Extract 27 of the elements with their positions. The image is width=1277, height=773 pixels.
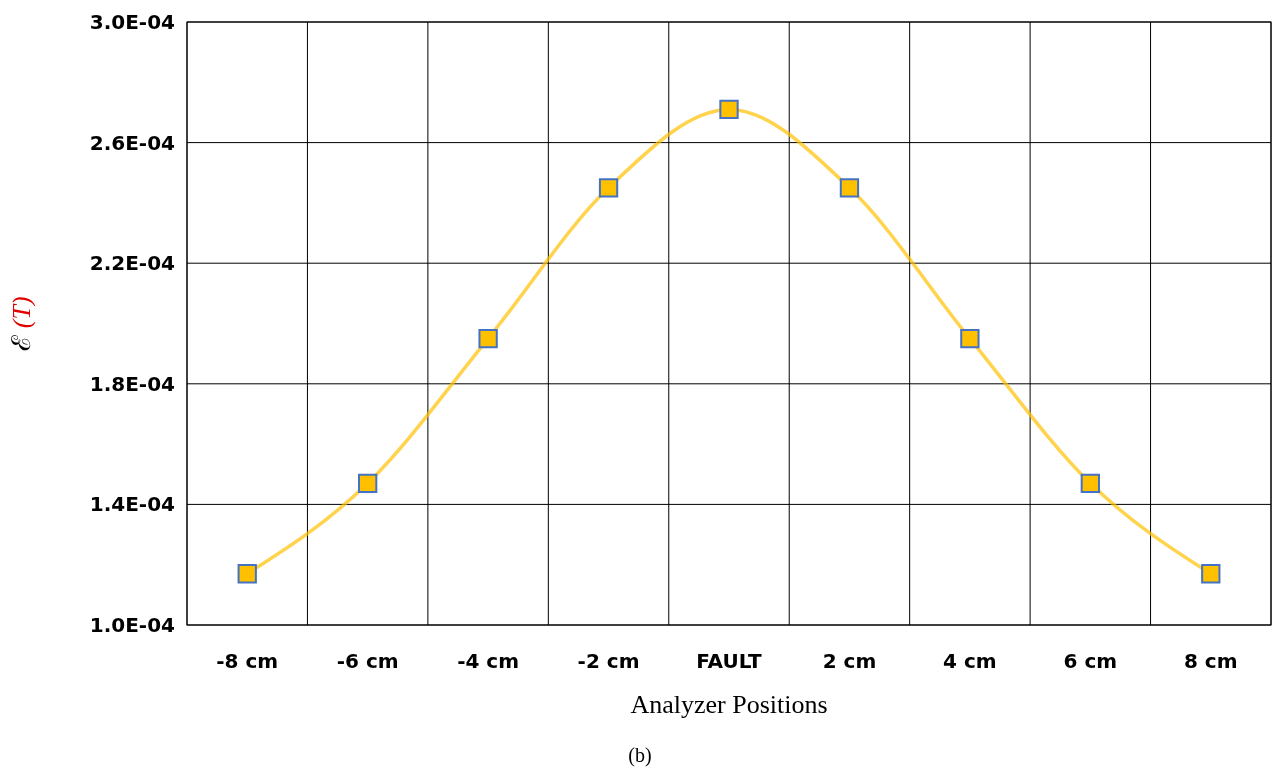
y-tick-label: 2.2E-04: [89, 251, 175, 276]
point: [719, 99, 739, 120]
x-tick-label: -8 cm: [216, 649, 279, 673]
x-tick-label: -4 cm: [457, 649, 520, 673]
point: [960, 328, 980, 349]
y-tick-label: 1.4E-04: [89, 492, 175, 517]
x-tick-label: -6 cm: [336, 649, 399, 673]
point: [839, 178, 860, 198]
y-tick-label: 3.0E-04: [89, 10, 175, 34]
y-tick-label: 1.0E-04: [89, 613, 175, 637]
x-tick-label: 2 cm: [822, 649, 877, 673]
point: [598, 178, 619, 198]
point: [237, 564, 257, 584]
x-tick-label: 4 cm: [943, 649, 997, 673]
y-axis-title: ℰ (T): [7, 296, 36, 351]
x-tick-label: 6 cm: [1063, 649, 1118, 673]
x-tick-label: -2 cm: [577, 649, 640, 673]
x-tick-label: 8 cm: [1183, 649, 1238, 673]
y-tick-label: 2.6E-04: [89, 130, 175, 155]
point: [1080, 473, 1100, 493]
point: [1201, 564, 1221, 584]
text: (b): [628, 744, 652, 767]
point: [358, 473, 378, 493]
point: [478, 328, 498, 349]
y-tick-label: 1.8E-04: [89, 371, 175, 396]
x-axis-title: Analyzer Positions: [630, 690, 828, 719]
x-tick-label: FAULT: [696, 649, 763, 673]
